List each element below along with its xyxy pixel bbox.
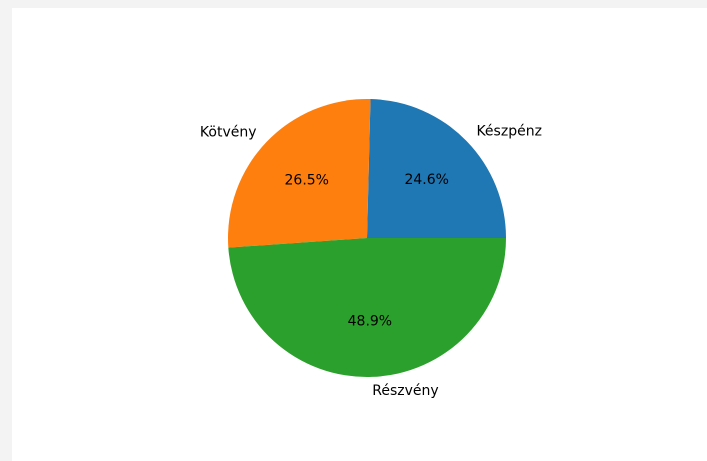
percent-label-keszpenz: 24.6% [404, 172, 448, 188]
percent-label-kotveny: 26.5% [285, 172, 329, 188]
pie-slice-reszveny [228, 238, 507, 378]
pie-slices [228, 99, 507, 378]
pie-slice-kotveny [228, 99, 371, 248]
percent-label-reszveny: 48.9% [348, 313, 392, 329]
category-label-reszveny: Részvény [372, 383, 438, 399]
category-labels: Készpénz Kötvény Részvény [200, 123, 542, 399]
category-label-kotveny: Kötvény [200, 124, 257, 140]
category-label-keszpenz: Készpénz [476, 123, 541, 139]
pie-slice-keszpenz [367, 99, 506, 238]
percent-labels: 24.6% 26.5% 48.9% [285, 172, 449, 330]
